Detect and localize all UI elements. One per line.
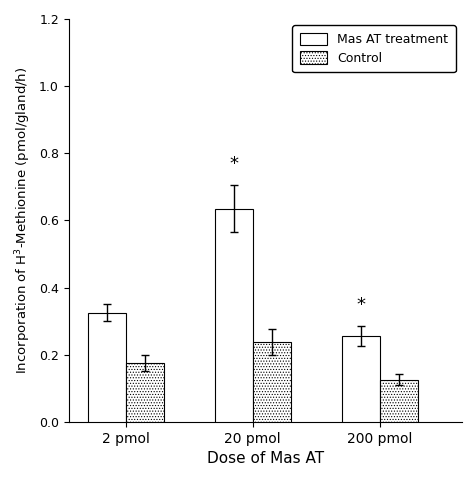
Y-axis label: Incorporation of H$^3$-Methionine (pmol/gland/h): Incorporation of H$^3$-Methionine (pmol/…: [14, 67, 33, 374]
Bar: [380, 380, 418, 422]
Bar: [253, 342, 291, 422]
Bar: [88, 312, 126, 422]
Bar: [215, 209, 253, 422]
Bar: [342, 336, 380, 422]
Text: *: *: [229, 156, 238, 173]
Text: *: *: [356, 296, 365, 314]
Legend: Mas AT treatment, Control: Mas AT treatment, Control: [292, 25, 456, 72]
X-axis label: Dose of Mas AT: Dose of Mas AT: [207, 451, 324, 466]
Bar: [126, 363, 164, 422]
